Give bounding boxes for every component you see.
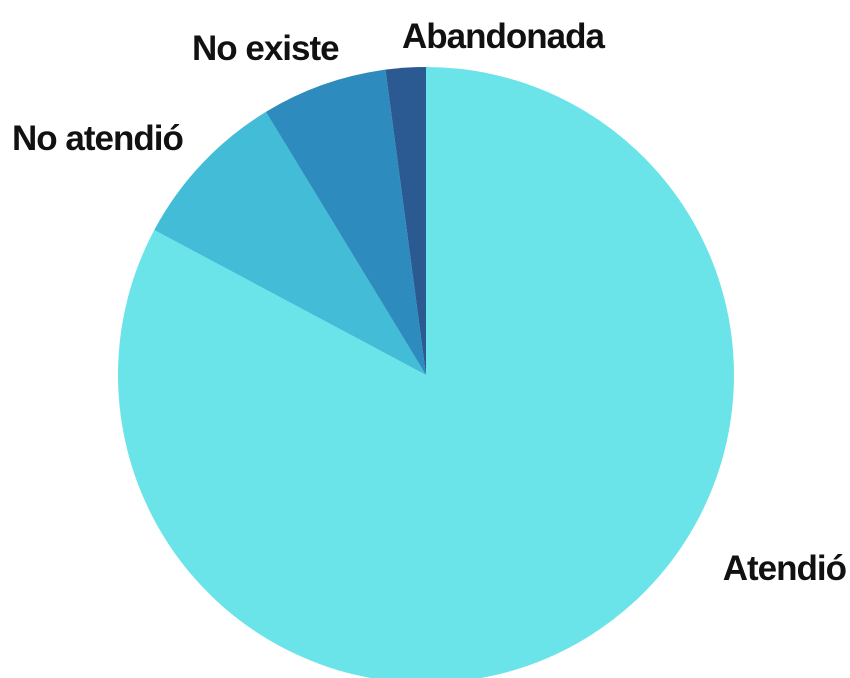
slice-label: Abandonada [402, 17, 605, 56]
pie-slices [118, 67, 734, 678]
slice-label: Atendió [723, 549, 847, 588]
slice-label: No existe [192, 29, 339, 68]
slice-label: No atendió [12, 119, 183, 158]
